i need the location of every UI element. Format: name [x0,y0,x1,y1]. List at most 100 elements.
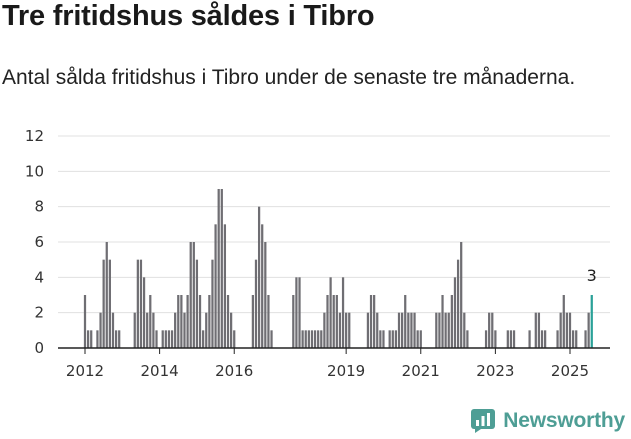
x-tick-label: 2014 [141,362,179,380]
x-tick-label: 2016 [215,362,253,380]
bar [295,277,298,348]
bar [264,242,267,348]
bar [401,312,404,348]
last-value-label: 3 [587,266,597,285]
y-tick-label: 2 [34,304,44,322]
bar [320,330,323,348]
bar [453,277,457,348]
bar [292,295,295,348]
bar [435,312,438,348]
bars [83,189,593,348]
bar [90,330,93,348]
bar [105,242,108,348]
bar [223,224,227,348]
bar [575,330,578,348]
bar [559,312,562,348]
bar [149,295,152,348]
y-tick-label: 6 [34,233,44,251]
bar [102,259,105,348]
bar [587,312,590,348]
bar [494,330,497,348]
bar [444,312,447,348]
x-axis: 2012 2014 2016 2019 2021 2023 2025 [58,347,610,380]
bar [382,330,385,348]
bar [512,330,516,348]
bar [167,330,171,348]
bar [348,312,351,348]
bar [254,259,258,348]
bar [456,259,460,348]
bar [96,330,99,348]
x-tick-label: 2019 [327,362,365,380]
bar [177,295,180,348]
x-tick-label: 2021 [402,362,440,380]
bar [326,295,329,348]
newsworthy-logo: Newsworthy [471,409,625,433]
bar [155,330,158,348]
bar [338,312,342,348]
bar [419,330,422,348]
y-tick-label: 4 [34,268,44,286]
bar [335,295,338,348]
bar [257,206,261,348]
bar [189,242,192,348]
bar [562,295,565,348]
bar [556,330,559,348]
bar [397,312,401,348]
chart-subtitle: Antal sålda fritidshus i Tibro under de … [2,66,576,89]
bar [441,295,444,348]
bar [491,312,494,348]
bar [214,224,217,348]
bar [133,312,136,348]
bar [366,312,370,348]
bar [404,295,407,348]
bar [170,330,174,348]
bar [571,330,575,348]
bar [198,295,202,348]
bar [313,330,317,348]
bar [450,295,453,348]
bar [180,295,183,348]
bar [528,330,531,348]
bar [217,189,220,348]
bar [251,295,255,348]
bar [413,312,416,348]
bar [139,259,143,348]
bar [369,295,373,348]
bar [568,312,572,348]
bar [310,330,314,348]
bar [152,312,155,348]
bar [447,312,450,348]
bar [304,330,307,348]
bar [394,330,398,348]
bar [298,277,301,348]
bar [233,330,236,348]
bar [323,312,326,348]
bar [373,295,376,348]
bar [208,295,211,348]
bar [544,330,547,348]
bar [226,295,230,348]
x-tick-label: 2025 [551,362,589,380]
x-tick-label: 2012 [66,362,104,380]
bar [410,312,413,348]
bar [146,312,149,348]
bar-highlight [590,295,593,348]
bar [220,189,223,348]
bar [506,330,509,348]
bar [261,224,264,348]
bar [114,330,118,348]
bar [111,312,115,348]
chart-title: Tre fritidshus såldes i Tibro [2,0,375,32]
bar [537,312,541,348]
bar [164,330,167,348]
y-tick-label: 8 [34,198,44,216]
bar [341,277,345,348]
bar [317,330,320,348]
annotations: 3 [587,266,597,285]
bar [463,312,466,348]
bar [379,330,382,348]
y-axis-labels: 0 2 4 6 8 10 12 [25,127,44,357]
x-tick-label: 2023 [476,362,514,380]
